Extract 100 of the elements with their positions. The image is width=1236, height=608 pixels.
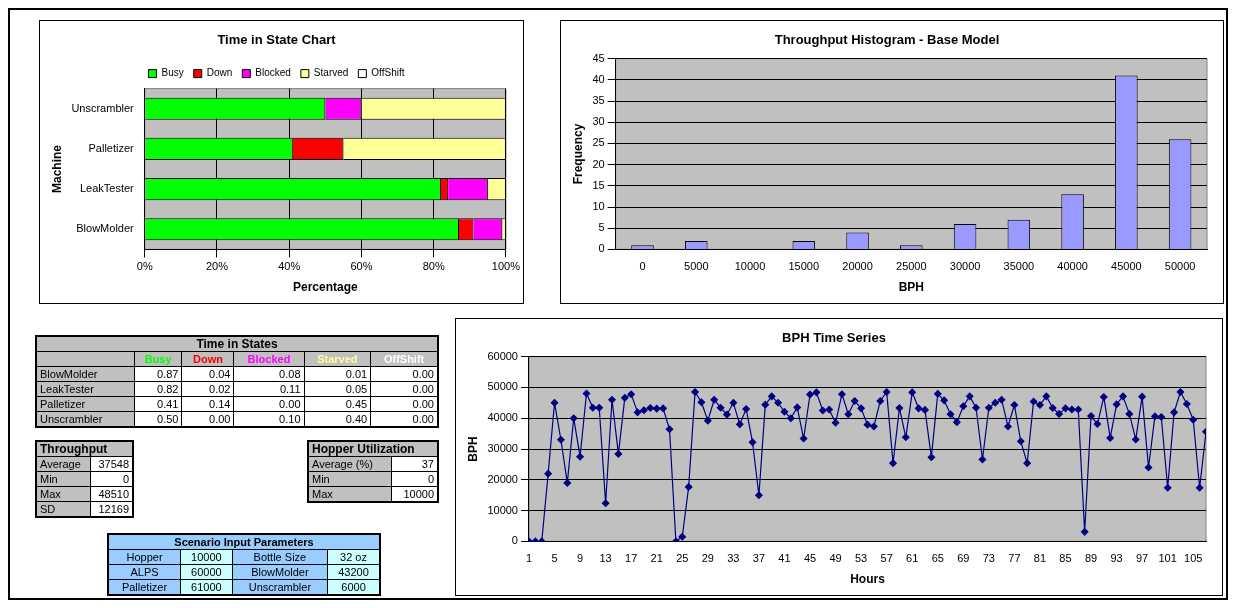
y-tick-label: 20000 bbox=[487, 472, 518, 485]
x-tick-label: 15000 bbox=[788, 260, 820, 273]
y-tick-label: BlowMolder bbox=[76, 222, 135, 235]
y-tick-label: 10 bbox=[592, 200, 605, 213]
category-label: Palletizer bbox=[40, 398, 86, 410]
text: 0.45 bbox=[345, 398, 368, 410]
legend-label: Down bbox=[206, 67, 233, 79]
x-tick-label: 37 bbox=[752, 552, 766, 565]
text: 0.10 bbox=[279, 413, 301, 425]
text: 37 bbox=[421, 458, 434, 470]
text: 0.00 bbox=[412, 398, 434, 410]
x-tick-label: 100% bbox=[491, 260, 521, 273]
x-tick-label: 85 bbox=[1059, 552, 1072, 565]
category-label: OffShift bbox=[370, 351, 438, 367]
category-label: Starved bbox=[304, 351, 371, 367]
text: 0.05 bbox=[345, 383, 368, 395]
x-tick-label: 77 bbox=[1008, 552, 1021, 565]
x-axis-title: BPH bbox=[898, 280, 924, 295]
x-tick-label: 5000 bbox=[684, 260, 709, 273]
x-tick-label: 97 bbox=[1136, 552, 1149, 565]
category-label: Blocked bbox=[233, 351, 305, 367]
x-tick-label: 20000 bbox=[842, 260, 873, 273]
category-label: ALPS bbox=[130, 566, 159, 578]
x-tick-label: 1 bbox=[525, 552, 533, 565]
y-axis-title: Frequency bbox=[570, 123, 585, 185]
text: 0.02 bbox=[209, 383, 231, 395]
y-axis-title: BPH bbox=[465, 436, 480, 462]
x-tick-label: 101 bbox=[1158, 552, 1177, 565]
y-tick-label: 35 bbox=[592, 94, 605, 107]
x-tick-label: 49 bbox=[829, 552, 842, 565]
category-label: Busy bbox=[134, 351, 182, 367]
text: 0.00 bbox=[412, 368, 434, 380]
text: 0.11 bbox=[279, 383, 301, 395]
x-tick-label: 30000 bbox=[949, 260, 981, 273]
y-tick-label: 25 bbox=[592, 136, 605, 149]
x-tick-label: 61 bbox=[906, 552, 919, 565]
chart-title: Throughput Histogram - Base Model bbox=[774, 32, 1000, 48]
category-label: Min bbox=[40, 473, 58, 485]
y-tick-label: 45 bbox=[592, 51, 605, 64]
y-tick-label: 20 bbox=[592, 157, 605, 170]
x-tick-label: 25000 bbox=[896, 260, 927, 273]
category-label: Max bbox=[312, 488, 333, 500]
x-tick-label: 40000 bbox=[1057, 260, 1088, 273]
x-tick-label: 45000 bbox=[1111, 260, 1142, 273]
category-label: Average bbox=[40, 458, 81, 470]
x-tick-label: 25 bbox=[676, 552, 689, 565]
legend-label: Starved bbox=[313, 67, 349, 79]
text: 43200 bbox=[338, 566, 369, 578]
y-tick-label: 40000 bbox=[487, 411, 518, 424]
y-tick-label: 0 bbox=[511, 534, 518, 547]
x-tick-label: 93 bbox=[1110, 552, 1123, 565]
category-label: Hopper bbox=[126, 551, 163, 563]
category-label: BlowMolder bbox=[251, 566, 309, 578]
text: 0.40 bbox=[345, 413, 368, 425]
y-tick-label: 40 bbox=[592, 72, 605, 85]
y-tick-label: 15 bbox=[592, 178, 605, 191]
text: 0.01 bbox=[345, 368, 368, 380]
x-tick-label: 50000 bbox=[1164, 260, 1196, 273]
y-tick-label: Unscrambler bbox=[71, 101, 135, 114]
x-tick-label: 21 bbox=[650, 552, 663, 565]
category-label: Max bbox=[40, 488, 61, 500]
text: 12169 bbox=[98, 503, 129, 515]
category-label: Palletizer bbox=[121, 581, 168, 593]
x-tick-label: 20% bbox=[205, 260, 229, 273]
text: 10000 bbox=[403, 488, 434, 500]
x-tick-label: 57 bbox=[880, 552, 893, 565]
category-label: BlowMolder bbox=[40, 368, 98, 380]
x-axis-title: Percentage bbox=[292, 280, 359, 295]
x-tick-label: 60% bbox=[350, 260, 373, 273]
legend-label: OffShift bbox=[371, 67, 405, 79]
y-tick-label: Palletizer bbox=[88, 141, 135, 154]
x-tick-label: 10000 bbox=[734, 260, 766, 273]
y-tick-label: 0 bbox=[598, 242, 605, 255]
text: 0.04 bbox=[209, 368, 231, 380]
x-tick-label: 13 bbox=[599, 552, 612, 565]
x-tick-label: 40% bbox=[278, 260, 301, 273]
text: 61000 bbox=[191, 581, 222, 593]
category-label: 0 bbox=[427, 473, 434, 485]
y-tick-label: LeakTester bbox=[79, 182, 135, 195]
x-tick-label: 89 bbox=[1084, 552, 1098, 565]
x-tick-label: 5 bbox=[551, 552, 558, 565]
text: Scenario Input Parameters bbox=[108, 534, 380, 550]
x-tick-label: 45 bbox=[803, 552, 817, 565]
x-tick-label: 35000 bbox=[1003, 260, 1035, 273]
category-label: Bottle Size bbox=[253, 551, 307, 563]
text: Time in States bbox=[36, 336, 438, 352]
text: Hopper Utilization bbox=[308, 441, 438, 457]
legend-label: Blocked bbox=[255, 67, 291, 79]
x-tick-label: 73 bbox=[982, 552, 995, 565]
y-tick-label: 10000 bbox=[487, 503, 518, 516]
y-tick-label: 30000 bbox=[487, 442, 518, 455]
text: 48510 bbox=[98, 488, 129, 500]
text: 6000 bbox=[341, 581, 366, 593]
x-tick-label: 0% bbox=[136, 260, 153, 273]
x-tick-label: 9 bbox=[577, 552, 584, 565]
category-label: Average (%) bbox=[312, 458, 373, 470]
y-axis-title: Machine bbox=[49, 144, 64, 194]
y-tick-label: 30 bbox=[592, 115, 605, 128]
y-tick-label: 60000 bbox=[487, 349, 518, 362]
text: 60000 bbox=[191, 566, 222, 578]
